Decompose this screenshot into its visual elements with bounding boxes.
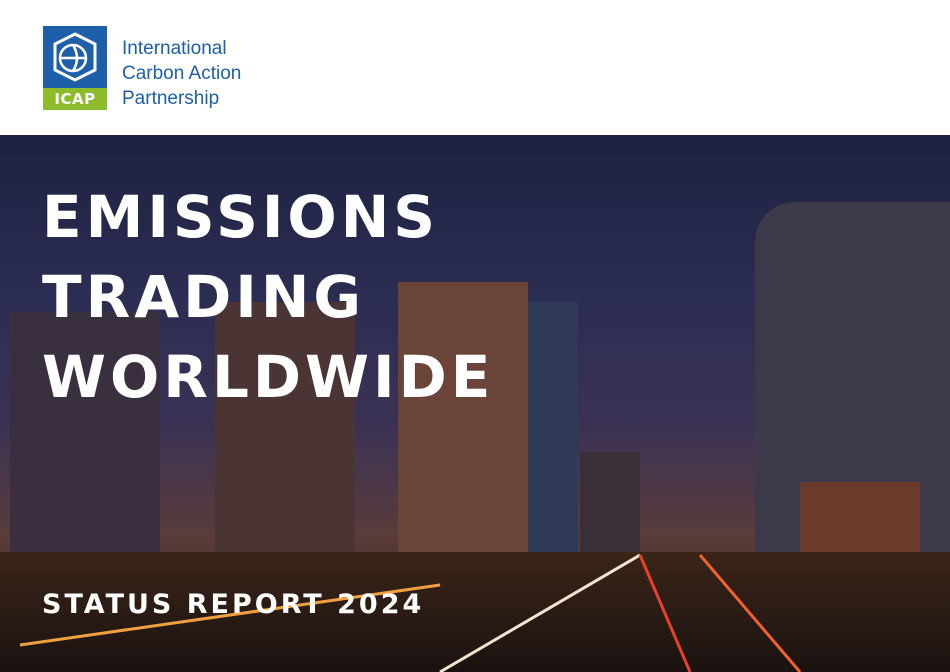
title-line: WORLDWIDE <box>42 343 495 411</box>
logo-name: International Carbon Action Partnership <box>122 36 241 111</box>
light-trails <box>19 553 802 672</box>
cover-image: EMISSIONS TRADING WORLDWIDE STATUS REPOR… <box>0 135 950 672</box>
title-line: EMISSIONS <box>42 183 440 251</box>
header: ICAP International Carbon Action Partner… <box>0 0 950 135</box>
icap-logo: ICAP <box>43 26 107 110</box>
logo-abbr: ICAP <box>43 88 107 110</box>
logo-name-line: Partnership <box>122 88 220 109</box>
report-subtitle: STATUS REPORT 2024 <box>42 589 425 620</box>
logo-name-line: Carbon Action <box>122 63 242 84</box>
logo-name-line: International <box>122 38 227 59</box>
globe-hexagon-icon <box>43 26 107 88</box>
report-title: EMISSIONS TRADING WORLDWIDE <box>42 177 494 417</box>
light-trail <box>19 583 441 647</box>
light-trail <box>638 554 692 672</box>
light-trail <box>439 553 641 672</box>
title-line: TRADING <box>42 263 365 331</box>
light-trail <box>698 554 802 672</box>
